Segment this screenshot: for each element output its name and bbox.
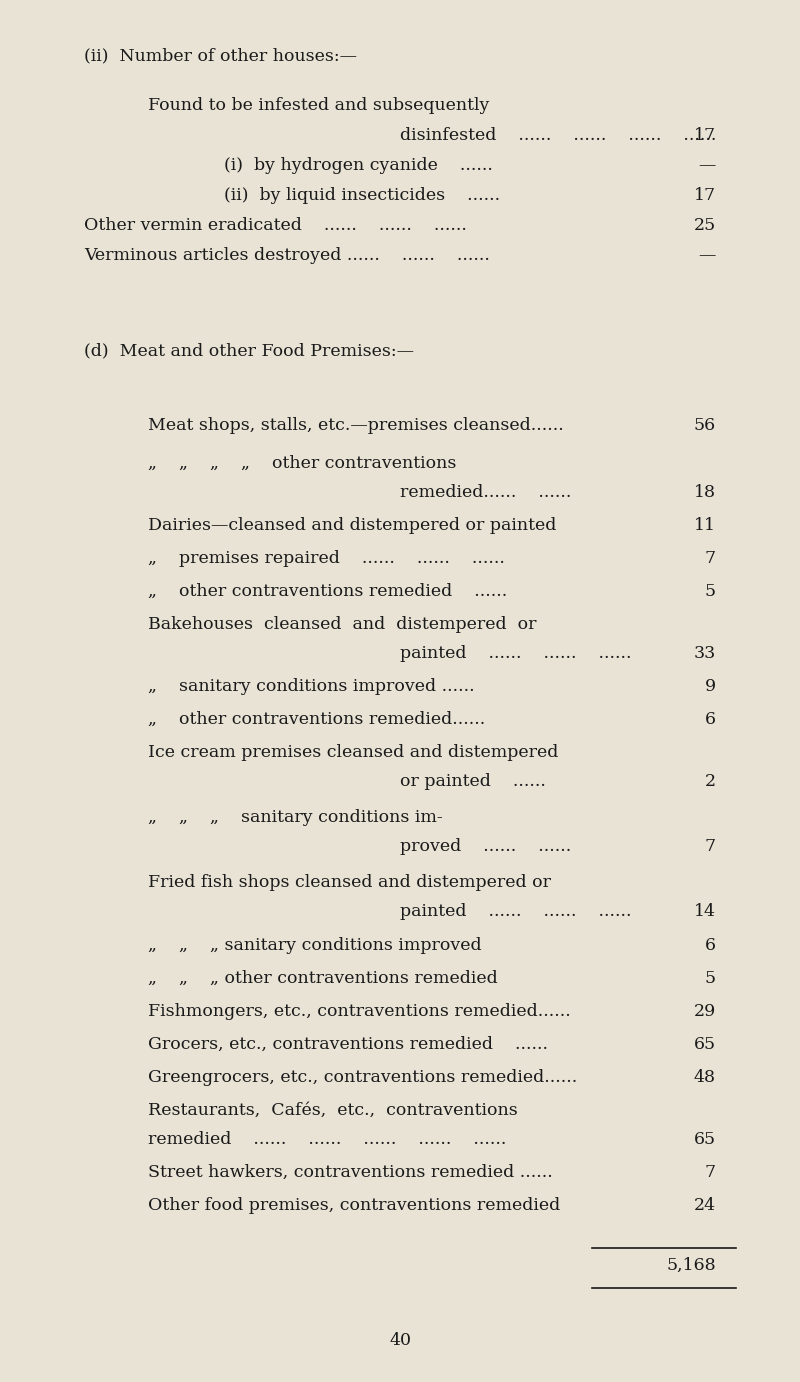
Text: „    sanitary conditions improved ......: „ sanitary conditions improved ...... — [148, 679, 474, 695]
Text: Other vermin eradicated    ......    ......    ......: Other vermin eradicated ...... ...... ..… — [84, 217, 467, 234]
Text: „    other contraventions remedied......: „ other contraventions remedied...... — [148, 710, 486, 728]
Text: 2: 2 — [705, 773, 716, 791]
Text: 65: 65 — [694, 1130, 716, 1148]
Text: Fried fish shops cleansed and distempered or: Fried fish shops cleansed and distempere… — [148, 873, 551, 891]
Text: Meat shops, stalls, etc.—premises cleansed......: Meat shops, stalls, etc.—premises cleans… — [148, 417, 564, 434]
Text: painted    ......    ......    ......: painted ...... ...... ...... — [400, 645, 631, 662]
Text: 25: 25 — [694, 217, 716, 234]
Text: Ice cream premises cleansed and distempered: Ice cream premises cleansed and distempe… — [148, 744, 558, 761]
Text: Restaurants,  Cafés,  etc.,  contraventions: Restaurants, Cafés, etc., contraventions — [148, 1101, 518, 1119]
Text: remedied    ......    ......    ......    ......    ......: remedied ...... ...... ...... ...... ...… — [148, 1130, 506, 1148]
Text: 6: 6 — [705, 937, 716, 954]
Text: 7: 7 — [705, 1164, 716, 1182]
Text: 7: 7 — [705, 550, 716, 567]
Text: 17: 17 — [694, 187, 716, 205]
Text: 29: 29 — [694, 1003, 716, 1020]
Text: 5: 5 — [705, 583, 716, 600]
Text: disinfested    ......    ......    ......    ......: disinfested ...... ...... ...... ...... — [400, 127, 716, 144]
Text: 7: 7 — [705, 837, 716, 855]
Text: 9: 9 — [705, 679, 716, 695]
Text: 24: 24 — [694, 1197, 716, 1213]
Text: (i)  by hydrogen cyanide    ......: (i) by hydrogen cyanide ...... — [224, 158, 493, 174]
Text: 11: 11 — [694, 517, 716, 533]
Text: painted    ......    ......    ......: painted ...... ...... ...... — [400, 902, 631, 920]
Text: Bakehouses  cleansed  and  distempered  or: Bakehouses cleansed and distempered or — [148, 616, 537, 633]
Text: Other food premises, contraventions remedied: Other food premises, contraventions reme… — [148, 1197, 560, 1213]
Text: 5: 5 — [705, 970, 716, 987]
Text: „    „    „    sanitary conditions im-: „ „ „ sanitary conditions im- — [148, 808, 442, 826]
Text: „    premises repaired    ......    ......    ......: „ premises repaired ...... ...... ...... — [148, 550, 505, 567]
Text: „    other contraventions remedied    ......: „ other contraventions remedied ...... — [148, 583, 507, 600]
Text: —: — — [698, 247, 716, 264]
Text: 65: 65 — [694, 1036, 716, 1053]
Text: —: — — [698, 158, 716, 174]
Text: Grocers, etc., contraventions remedied    ......: Grocers, etc., contraventions remedied .… — [148, 1036, 548, 1053]
Text: 17: 17 — [694, 127, 716, 144]
Text: „    „    „    „    other contraventions: „ „ „ „ other contraventions — [148, 455, 456, 473]
Text: 18: 18 — [694, 484, 716, 502]
Text: „    „    „ other contraventions remedied: „ „ „ other contraventions remedied — [148, 970, 498, 987]
Text: „    „    „ sanitary conditions improved: „ „ „ sanitary conditions improved — [148, 937, 482, 954]
Text: (d)  Meat and other Food Premises:—: (d) Meat and other Food Premises:— — [84, 341, 414, 359]
Text: proved    ......    ......: proved ...... ...... — [400, 837, 571, 855]
Text: 5,168: 5,168 — [666, 1258, 716, 1274]
Text: Dairies—cleansed and distempered or painted: Dairies—cleansed and distempered or pain… — [148, 517, 556, 533]
Text: 33: 33 — [694, 645, 716, 662]
Text: 56: 56 — [694, 417, 716, 434]
Text: Street hawkers, contraventions remedied ......: Street hawkers, contraventions remedied … — [148, 1164, 553, 1182]
Text: Fishmongers, etc., contraventions remedied......: Fishmongers, etc., contraventions remedi… — [148, 1003, 570, 1020]
Text: 6: 6 — [705, 710, 716, 728]
Text: 14: 14 — [694, 902, 716, 920]
Text: 40: 40 — [389, 1332, 411, 1349]
Text: remedied......    ......: remedied...... ...... — [400, 484, 571, 502]
Text: 48: 48 — [694, 1070, 716, 1086]
Text: (ii)  by liquid insecticides    ......: (ii) by liquid insecticides ...... — [224, 187, 500, 205]
Text: Found to be infested and subsequently: Found to be infested and subsequently — [148, 97, 490, 113]
Text: (ii)  Number of other houses:—: (ii) Number of other houses:— — [84, 47, 357, 64]
Text: or painted    ......: or painted ...... — [400, 773, 546, 791]
Text: Verminous articles destroyed ......    ......    ......: Verminous articles destroyed ...... ....… — [84, 247, 490, 264]
Text: Greengrocers, etc., contraventions remedied......: Greengrocers, etc., contraventions remed… — [148, 1070, 578, 1086]
